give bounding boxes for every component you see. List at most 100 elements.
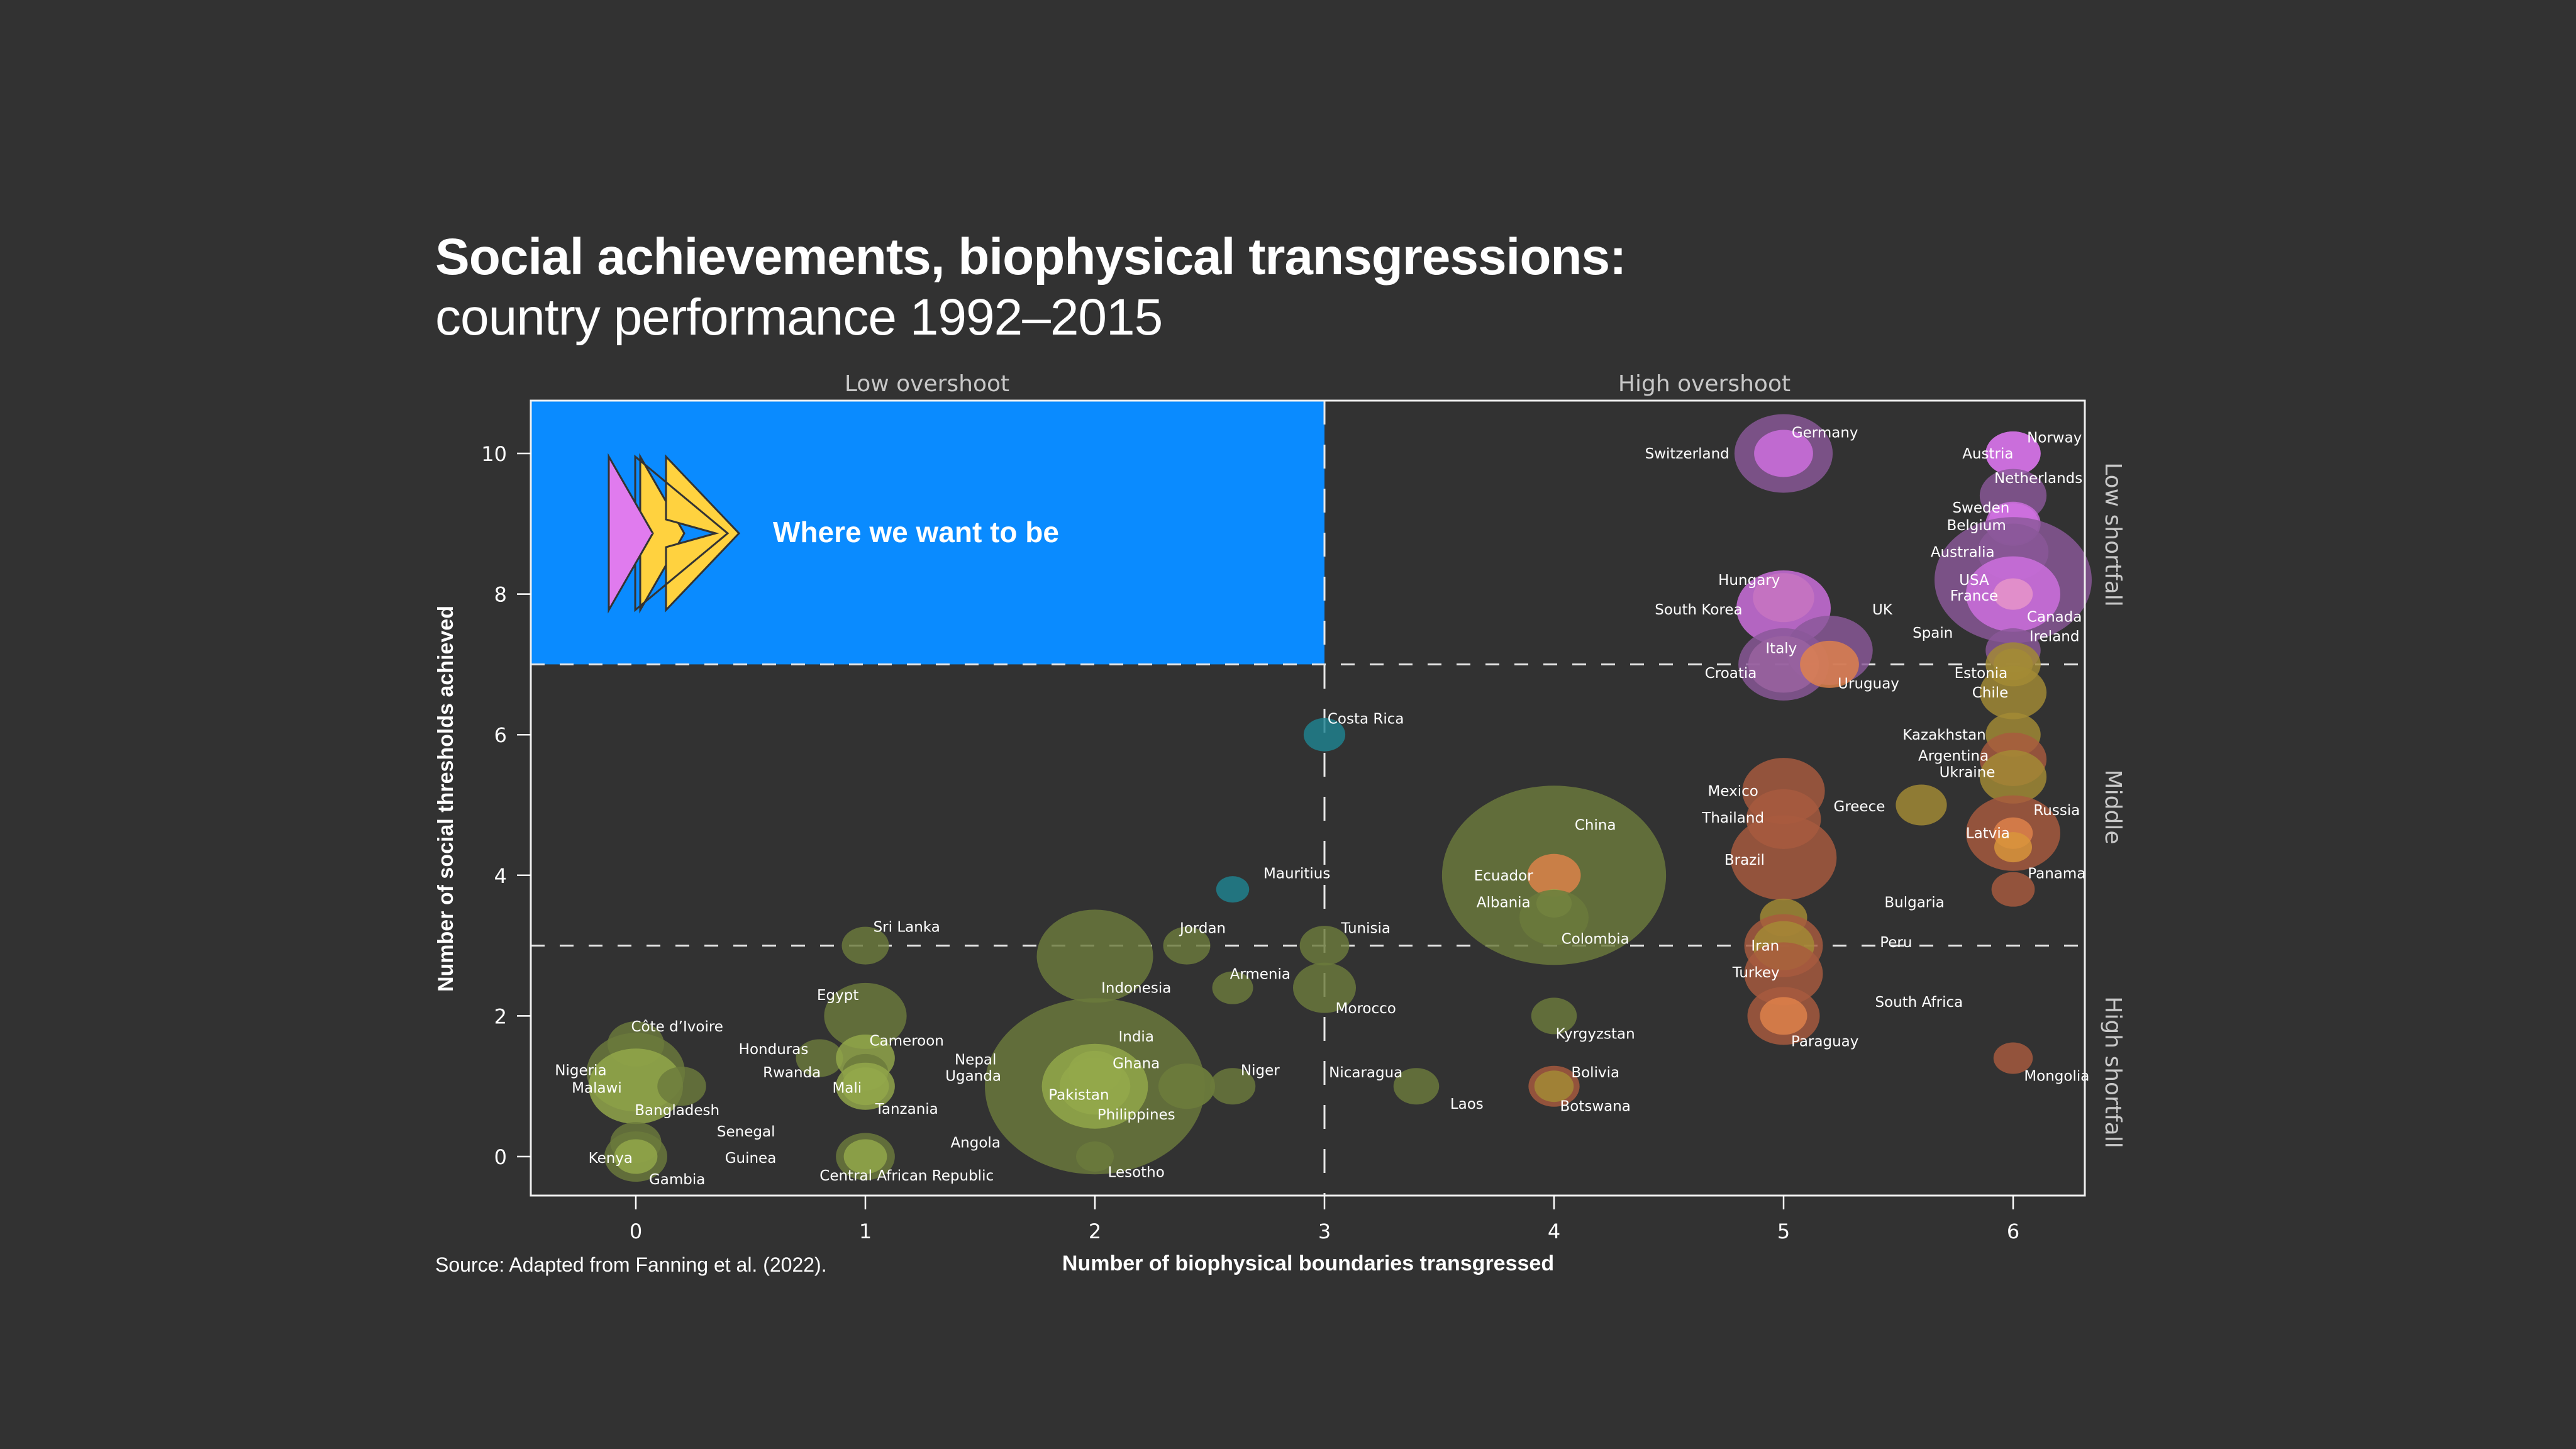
country-label-turkey: Turkey [1732, 965, 1780, 981]
bubble-brazil[interactable] [1730, 815, 1837, 901]
bubble-kyrgyzstan[interactable] [1531, 997, 1577, 1035]
country-label-uk: UK [1872, 602, 1893, 618]
bubble-botswana[interactable] [1534, 1070, 1574, 1102]
country-label-jordan: Jordan [1179, 921, 1226, 937]
country-label-spain: Spain [1913, 625, 1953, 641]
country-label-australia: Australia [1931, 545, 1995, 561]
row-label-middle: Middle [2100, 770, 2126, 845]
arrow-pink-fill [635, 526, 653, 541]
chart-subtitle: country performance 1992–2015 [435, 289, 1163, 346]
bubble-egypt[interactable] [824, 982, 907, 1049]
bubble-chile[interactable] [1979, 665, 2047, 719]
bubble-turkey[interactable] [1744, 942, 1823, 1006]
bubble-gambia[interactable] [614, 1139, 658, 1174]
country-label-croatia: Croatia [1705, 665, 1757, 682]
bubble-central-african-republic[interactable] [843, 1139, 887, 1174]
country-label-angola: Angola [950, 1135, 1000, 1152]
y-tick-label-6: 6 [494, 723, 507, 747]
country-label-chile: Chile [1972, 685, 2009, 701]
country-label-malawi: Malawi [572, 1080, 622, 1096]
bubble-sri-lanka[interactable] [841, 926, 889, 965]
country-label-mali: Mali [832, 1080, 862, 1096]
country-label-iran: Iran [1751, 938, 1779, 955]
y-tick-label-10: 10 [481, 442, 507, 466]
bubble-south-africa[interactable] [1760, 997, 1807, 1035]
y-tick-label-4: 4 [494, 864, 507, 888]
bubble-bangladesh[interactable] [657, 1067, 706, 1106]
bubble-austria[interactable] [1985, 431, 2041, 475]
country-label-panama: Panama [2028, 865, 2085, 882]
bubble-colombia[interactable] [1519, 889, 1589, 945]
bubble-switzerland[interactable] [1754, 430, 1813, 477]
x-tick-label-3: 3 [1318, 1219, 1331, 1243]
country-label-paraguay: Paraguay [1791, 1034, 1858, 1050]
country-label-c-te-d-ivoire: Côte d’Ivoire [631, 1019, 723, 1035]
country-label-ghana: Ghana [1113, 1055, 1160, 1072]
bubble-mauritius[interactable] [1216, 876, 1250, 903]
country-label-mexico: Mexico [1708, 784, 1758, 800]
row-label-high-shortfall: High shortfall [2100, 996, 2126, 1148]
country-label-central-african-republic: Central African Republic [819, 1168, 994, 1184]
source-note: Source: Adapted from Fanning et al. (202… [435, 1253, 827, 1276]
bubble-niger[interactable] [1209, 1068, 1256, 1105]
y-axis-title: Number of social thresholds achieved [434, 606, 458, 992]
country-label-argentina: Argentina [1918, 748, 1989, 765]
country-label-thailand: Thailand [1701, 810, 1764, 826]
bubble-indonesia[interactable] [1036, 909, 1153, 1003]
country-label-sweden: Sweden [1952, 500, 2009, 516]
bubble-canada[interactable] [1993, 578, 2033, 610]
bubble-costa-rica[interactable] [1303, 718, 1346, 752]
column-label-high-overshoot: High overshoot [1618, 371, 1790, 397]
column-label-low-overshoot: Low overshoot [845, 371, 1009, 397]
country-label-armenia: Armenia [1230, 966, 1291, 982]
bubble-panama[interactable] [1991, 872, 2035, 907]
country-label-kazakhstan: Kazakhstan [1902, 727, 1986, 743]
country-label-botswana: Botswana [1560, 1099, 1630, 1115]
bubble-jordan[interactable] [1163, 926, 1211, 965]
country-label-belgium: Belgium [1946, 518, 2006, 534]
country-label-nepal: Nepal [955, 1052, 996, 1069]
bubble-tanzania[interactable] [841, 1067, 889, 1106]
country-label-china: China [1575, 817, 1616, 833]
country-label-philippines: Philippines [1097, 1107, 1175, 1123]
country-label-indonesia: Indonesia [1101, 980, 1171, 997]
bubble-malawi[interactable] [589, 1048, 683, 1124]
country-label-ukraine: Ukraine [1940, 764, 1996, 780]
bubble-uruguay[interactable] [1800, 640, 1859, 688]
y-tick-label-2: 2 [494, 1004, 507, 1028]
bubble-ukraine[interactable] [1979, 750, 2047, 804]
bubble-ecuador[interactable] [1527, 853, 1581, 897]
row-label-low-shortfall: Low shortfall [2100, 462, 2126, 607]
chevron-yellow-icon [665, 454, 741, 613]
country-label-mongolia: Mongolia [2024, 1068, 2089, 1084]
country-label-usa: USA [1959, 572, 1989, 589]
bubble-nicaragua[interactable] [1393, 1068, 1440, 1105]
country-label-greece: Greece [1834, 799, 1885, 815]
country-label-switzerland: Switzerland [1645, 446, 1729, 462]
bubble-angola[interactable] [1076, 1141, 1114, 1172]
target-zone-label: Where we want to be [773, 516, 1059, 548]
country-label-bolivia: Bolivia [1571, 1065, 1619, 1081]
bubble-mongolia[interactable] [1993, 1042, 2033, 1074]
bubble-croatia[interactable] [1738, 628, 1829, 701]
bubble-armenia[interactable] [1212, 971, 1253, 1004]
bubble-greece[interactable] [1896, 784, 1947, 826]
country-label-ecuador: Ecuador [1474, 868, 1534, 884]
bubble-honduras[interactable] [796, 1039, 843, 1077]
country-label-niger: Niger [1241, 1062, 1280, 1079]
country-label-peru: Peru [1880, 935, 1912, 951]
x-tick-label-4: 4 [1548, 1219, 1560, 1243]
bubble-morocco[interactable] [1293, 962, 1356, 1013]
bubble-tunisia[interactable] [1299, 926, 1350, 966]
bubble-philippines[interactable] [1059, 1058, 1131, 1115]
y-tick-label-0: 0 [494, 1145, 507, 1169]
bubble-latvia-2[interactable] [1994, 832, 2032, 863]
chart-title: Social achievements, biophysical transgr… [435, 228, 1626, 286]
country-label-laos: Laos [1450, 1096, 1484, 1113]
country-label-canada: Canada [2027, 609, 2082, 625]
country-label-morocco: Morocco [1336, 1001, 1396, 1017]
country-label-pakistan: Pakistan [1048, 1087, 1109, 1104]
country-label-gambia: Gambia [649, 1172, 705, 1188]
bubble-uganda[interactable] [1158, 1063, 1215, 1109]
country-label-mauritius: Mauritius [1263, 865, 1330, 882]
